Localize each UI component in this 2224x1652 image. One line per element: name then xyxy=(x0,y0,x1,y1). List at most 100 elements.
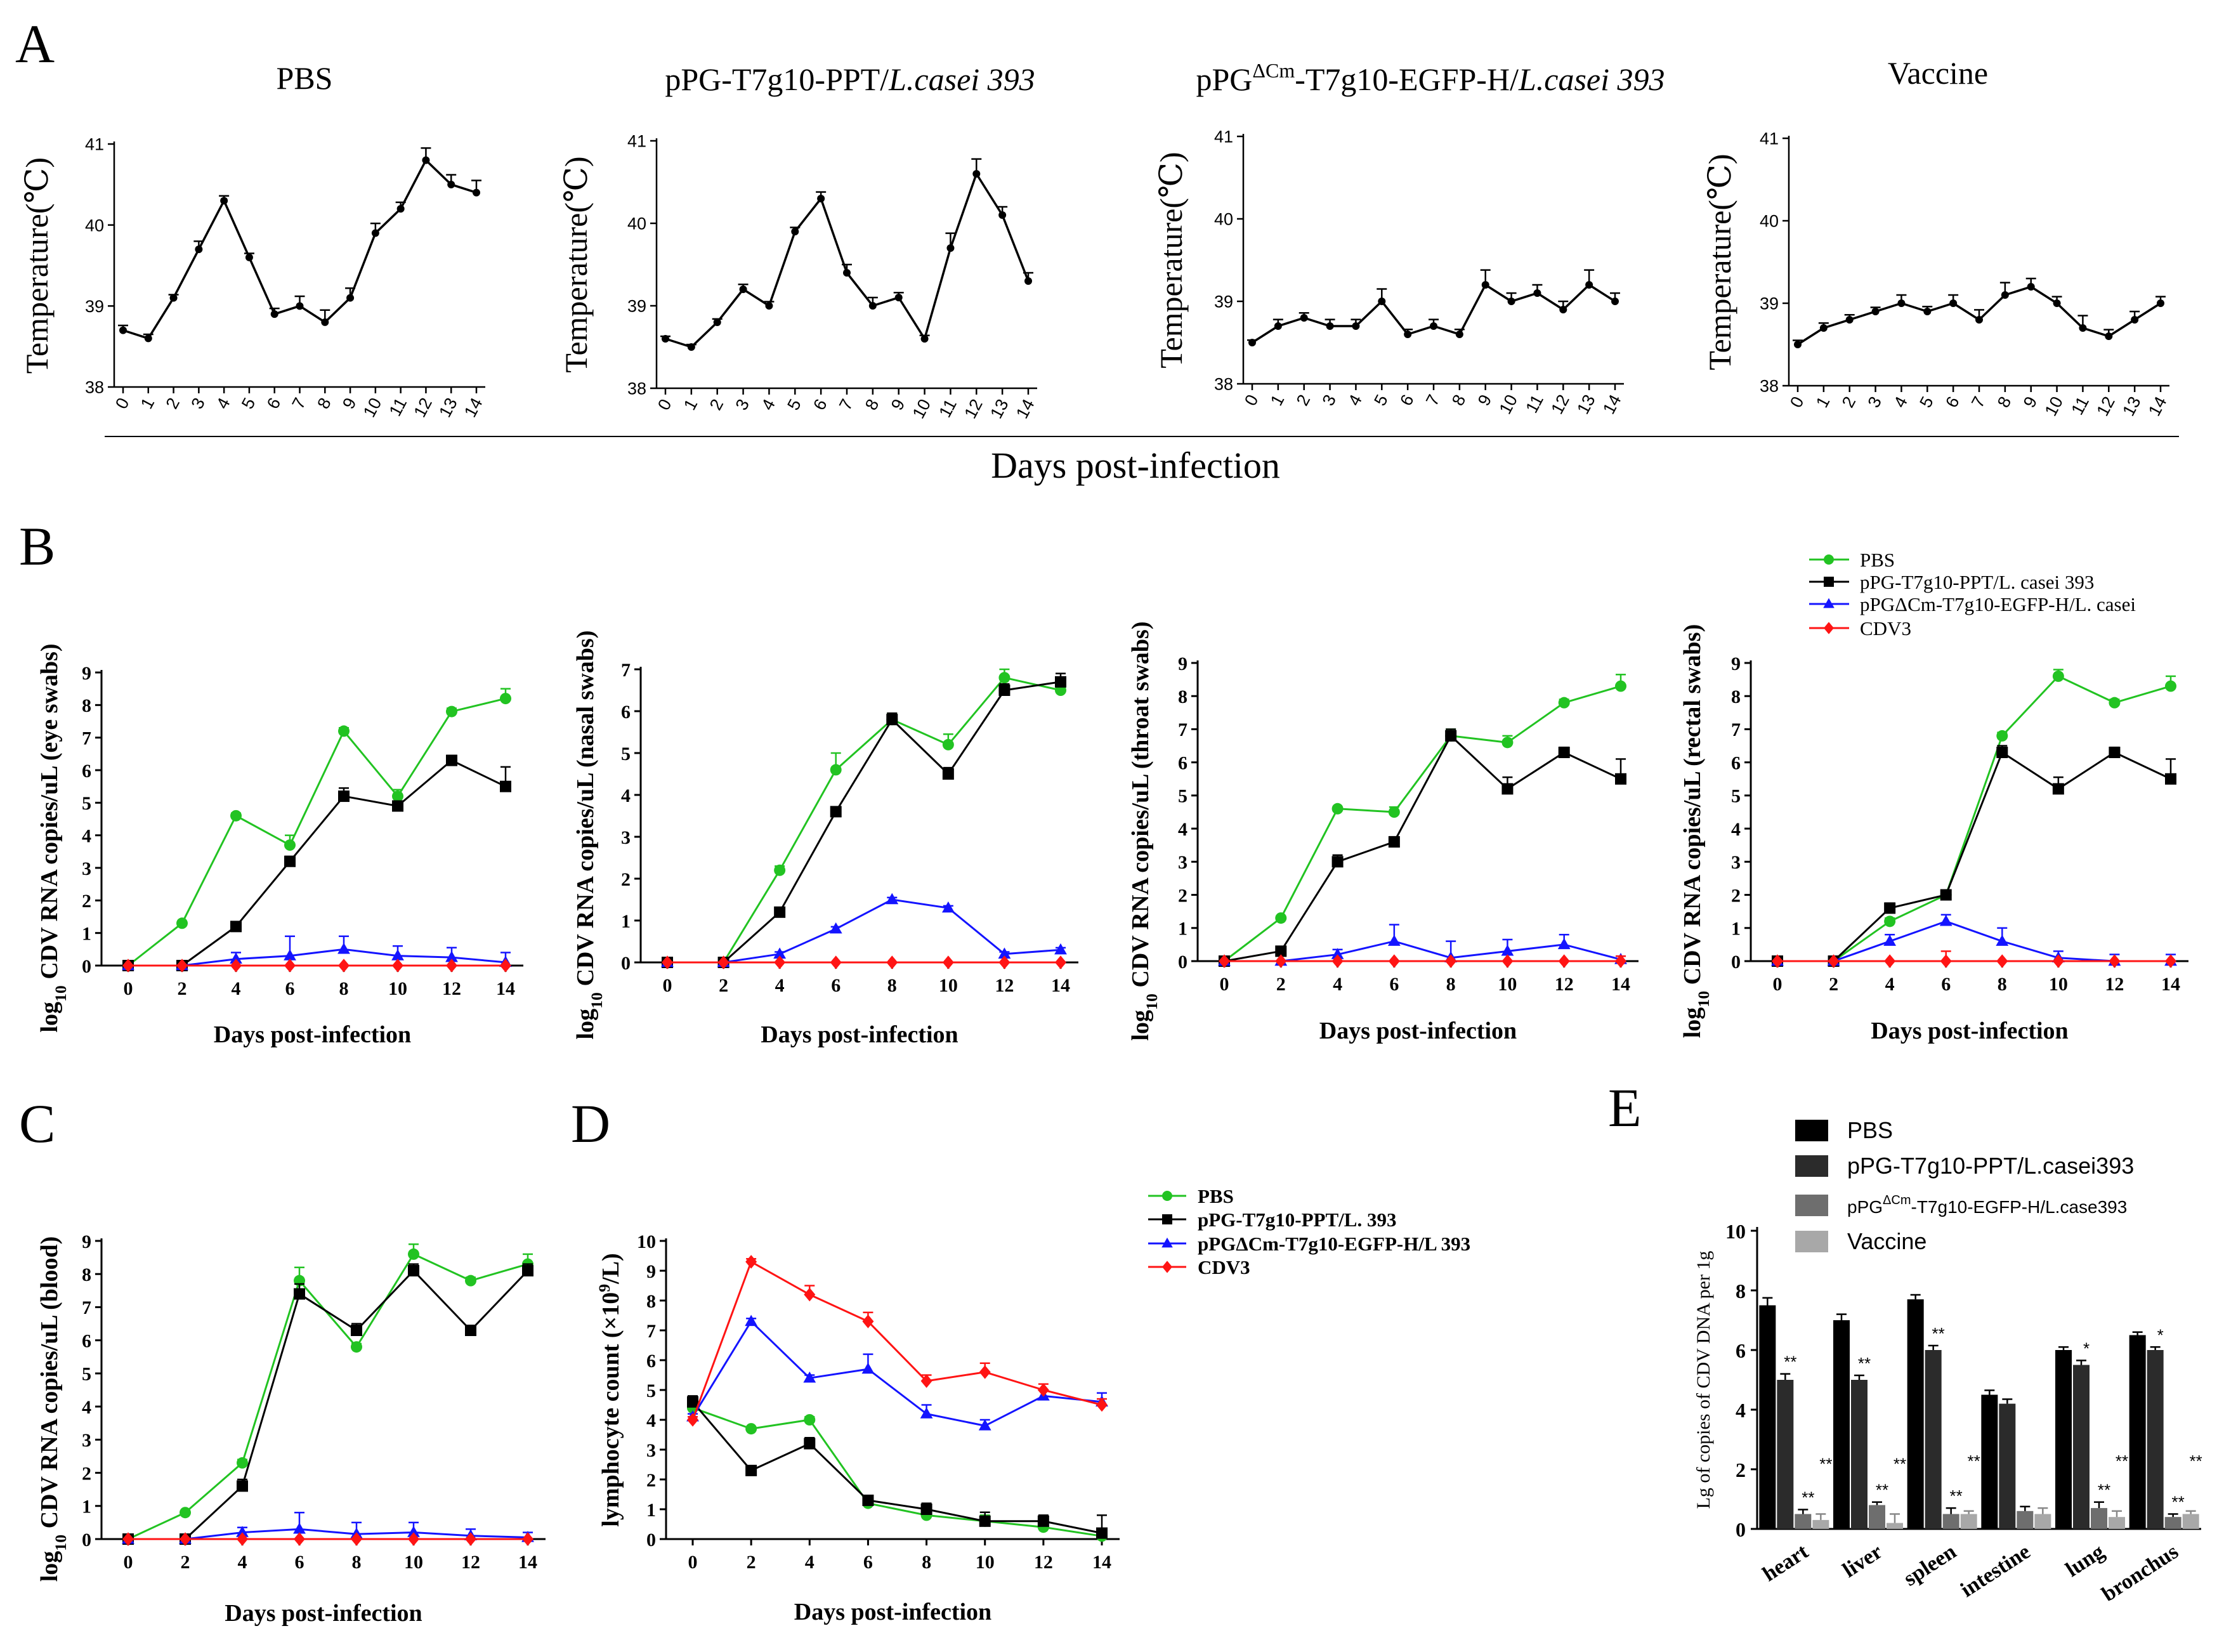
data-point xyxy=(920,1504,932,1515)
x-tick-label: 2 xyxy=(162,395,184,412)
data-point xyxy=(522,1265,533,1276)
data-point xyxy=(1300,314,1308,322)
data-point xyxy=(774,955,786,969)
y-tick-label: 38 xyxy=(1760,377,1779,396)
y-tick-label: 41 xyxy=(1760,129,1779,148)
y-tick-label: 5 xyxy=(621,744,631,764)
data-point xyxy=(1501,954,1514,968)
x-tick-label: 4 xyxy=(232,978,241,999)
y-tick-label: 8 xyxy=(82,695,91,716)
y-tick-label: 0 xyxy=(646,1530,656,1550)
data-point xyxy=(446,754,457,766)
x-tick-label: 6 xyxy=(1396,391,1418,409)
data-point xyxy=(407,1526,420,1537)
x-tick-label: 7 xyxy=(1422,391,1444,409)
y-tick-label: 2 xyxy=(82,1463,91,1484)
data-point xyxy=(122,1532,134,1546)
data-point xyxy=(500,959,511,973)
data-point xyxy=(1884,954,1896,968)
series-pbs xyxy=(1219,674,1626,967)
y-tick-label: 2 xyxy=(646,1470,656,1491)
data-point xyxy=(1055,676,1066,688)
bar-lung xyxy=(2109,1517,2125,1529)
series-cdv3 xyxy=(1772,950,2176,968)
y-tick-label: 4 xyxy=(1731,819,1741,840)
x-tick-label: 14 xyxy=(496,978,515,999)
bar-bronchus xyxy=(2129,1335,2146,1529)
x-axis-title: Days post-infection xyxy=(214,1021,411,1048)
data-point xyxy=(1996,730,2008,742)
data-point xyxy=(195,245,203,253)
y-tick-label: 0 xyxy=(621,953,631,974)
x-tick-label: 14 xyxy=(1092,1552,1111,1573)
data-point xyxy=(978,1419,991,1431)
data-point xyxy=(408,1265,419,1276)
data-point xyxy=(920,1407,933,1419)
bar-lung xyxy=(2091,1508,2107,1529)
y-tick-label: 40 xyxy=(85,216,104,235)
data-point xyxy=(296,302,304,310)
data-point xyxy=(1507,298,1515,305)
data-point xyxy=(284,855,296,867)
x-tick-label: 14 xyxy=(461,395,487,421)
y-tick-label: 0 xyxy=(82,956,91,977)
x-tick-label: 12 xyxy=(995,975,1014,996)
x-tick-label: 6 xyxy=(1389,974,1399,995)
y-tick-label: 8 xyxy=(646,1291,656,1312)
data-point xyxy=(337,942,350,954)
bar-intestine xyxy=(1999,1403,2016,1529)
y-tick-label: 41 xyxy=(627,132,646,151)
y-tick-label: 2 xyxy=(82,891,91,912)
y-axis-title: Temperature(℃) xyxy=(558,156,594,372)
x-tick-label: 2 xyxy=(178,978,187,999)
x-tick-label: 2 xyxy=(1293,391,1314,409)
legend-label: pPGΔCm-T7g10-EGFP-H/L.case393 xyxy=(1847,1193,2127,1217)
x-category-label: intestine xyxy=(1956,1540,2034,1602)
data-point xyxy=(2079,324,2087,332)
data-point xyxy=(998,211,1007,219)
data-point xyxy=(445,950,458,962)
x-tick-label: 11 xyxy=(935,396,960,421)
x-tick-label: 8 xyxy=(922,1552,931,1573)
y-tick-label: 10 xyxy=(1725,1220,1746,1243)
series-pbs xyxy=(1772,669,2176,967)
x-tick-label: 4 xyxy=(805,1552,814,1573)
bar-liver xyxy=(1887,1523,1903,1529)
data-point xyxy=(220,197,228,205)
x-tick-label: 14 xyxy=(1599,391,1625,417)
data-point xyxy=(230,810,242,822)
chart-title-a4: Vaccine xyxy=(1888,55,1988,91)
y-tick-label: 9 xyxy=(82,663,91,684)
data-point xyxy=(662,955,673,969)
data-point xyxy=(230,952,242,964)
data-point xyxy=(391,949,404,960)
data-point xyxy=(1388,806,1400,818)
data-point xyxy=(829,922,842,934)
x-tick-label: 14 xyxy=(2145,393,2171,419)
y-tick-label: 4 xyxy=(621,785,631,806)
x-tick-label: 0 xyxy=(688,1552,698,1573)
significance-mark: ** xyxy=(1894,1455,1906,1474)
legend-label: PBS xyxy=(1860,549,1895,571)
x-tick-label: 10 xyxy=(976,1552,995,1573)
data-point xyxy=(998,672,1011,684)
data-point xyxy=(1037,1383,1049,1397)
data-point xyxy=(465,1532,476,1546)
data-point xyxy=(338,959,350,973)
data-point xyxy=(1819,324,1828,332)
data-point xyxy=(408,1248,419,1260)
data-point xyxy=(791,228,799,235)
y-tick-label: 39 xyxy=(85,297,104,316)
y-tick-label: 5 xyxy=(646,1380,656,1401)
data-point xyxy=(1559,306,1567,313)
series-line xyxy=(691,1401,1102,1535)
data-point xyxy=(1326,322,1334,330)
bar-liver xyxy=(1869,1505,1885,1529)
series-line xyxy=(128,1253,528,1540)
data-point xyxy=(176,959,188,973)
y-tick-label: 3 xyxy=(621,827,631,848)
data-point xyxy=(972,170,981,178)
